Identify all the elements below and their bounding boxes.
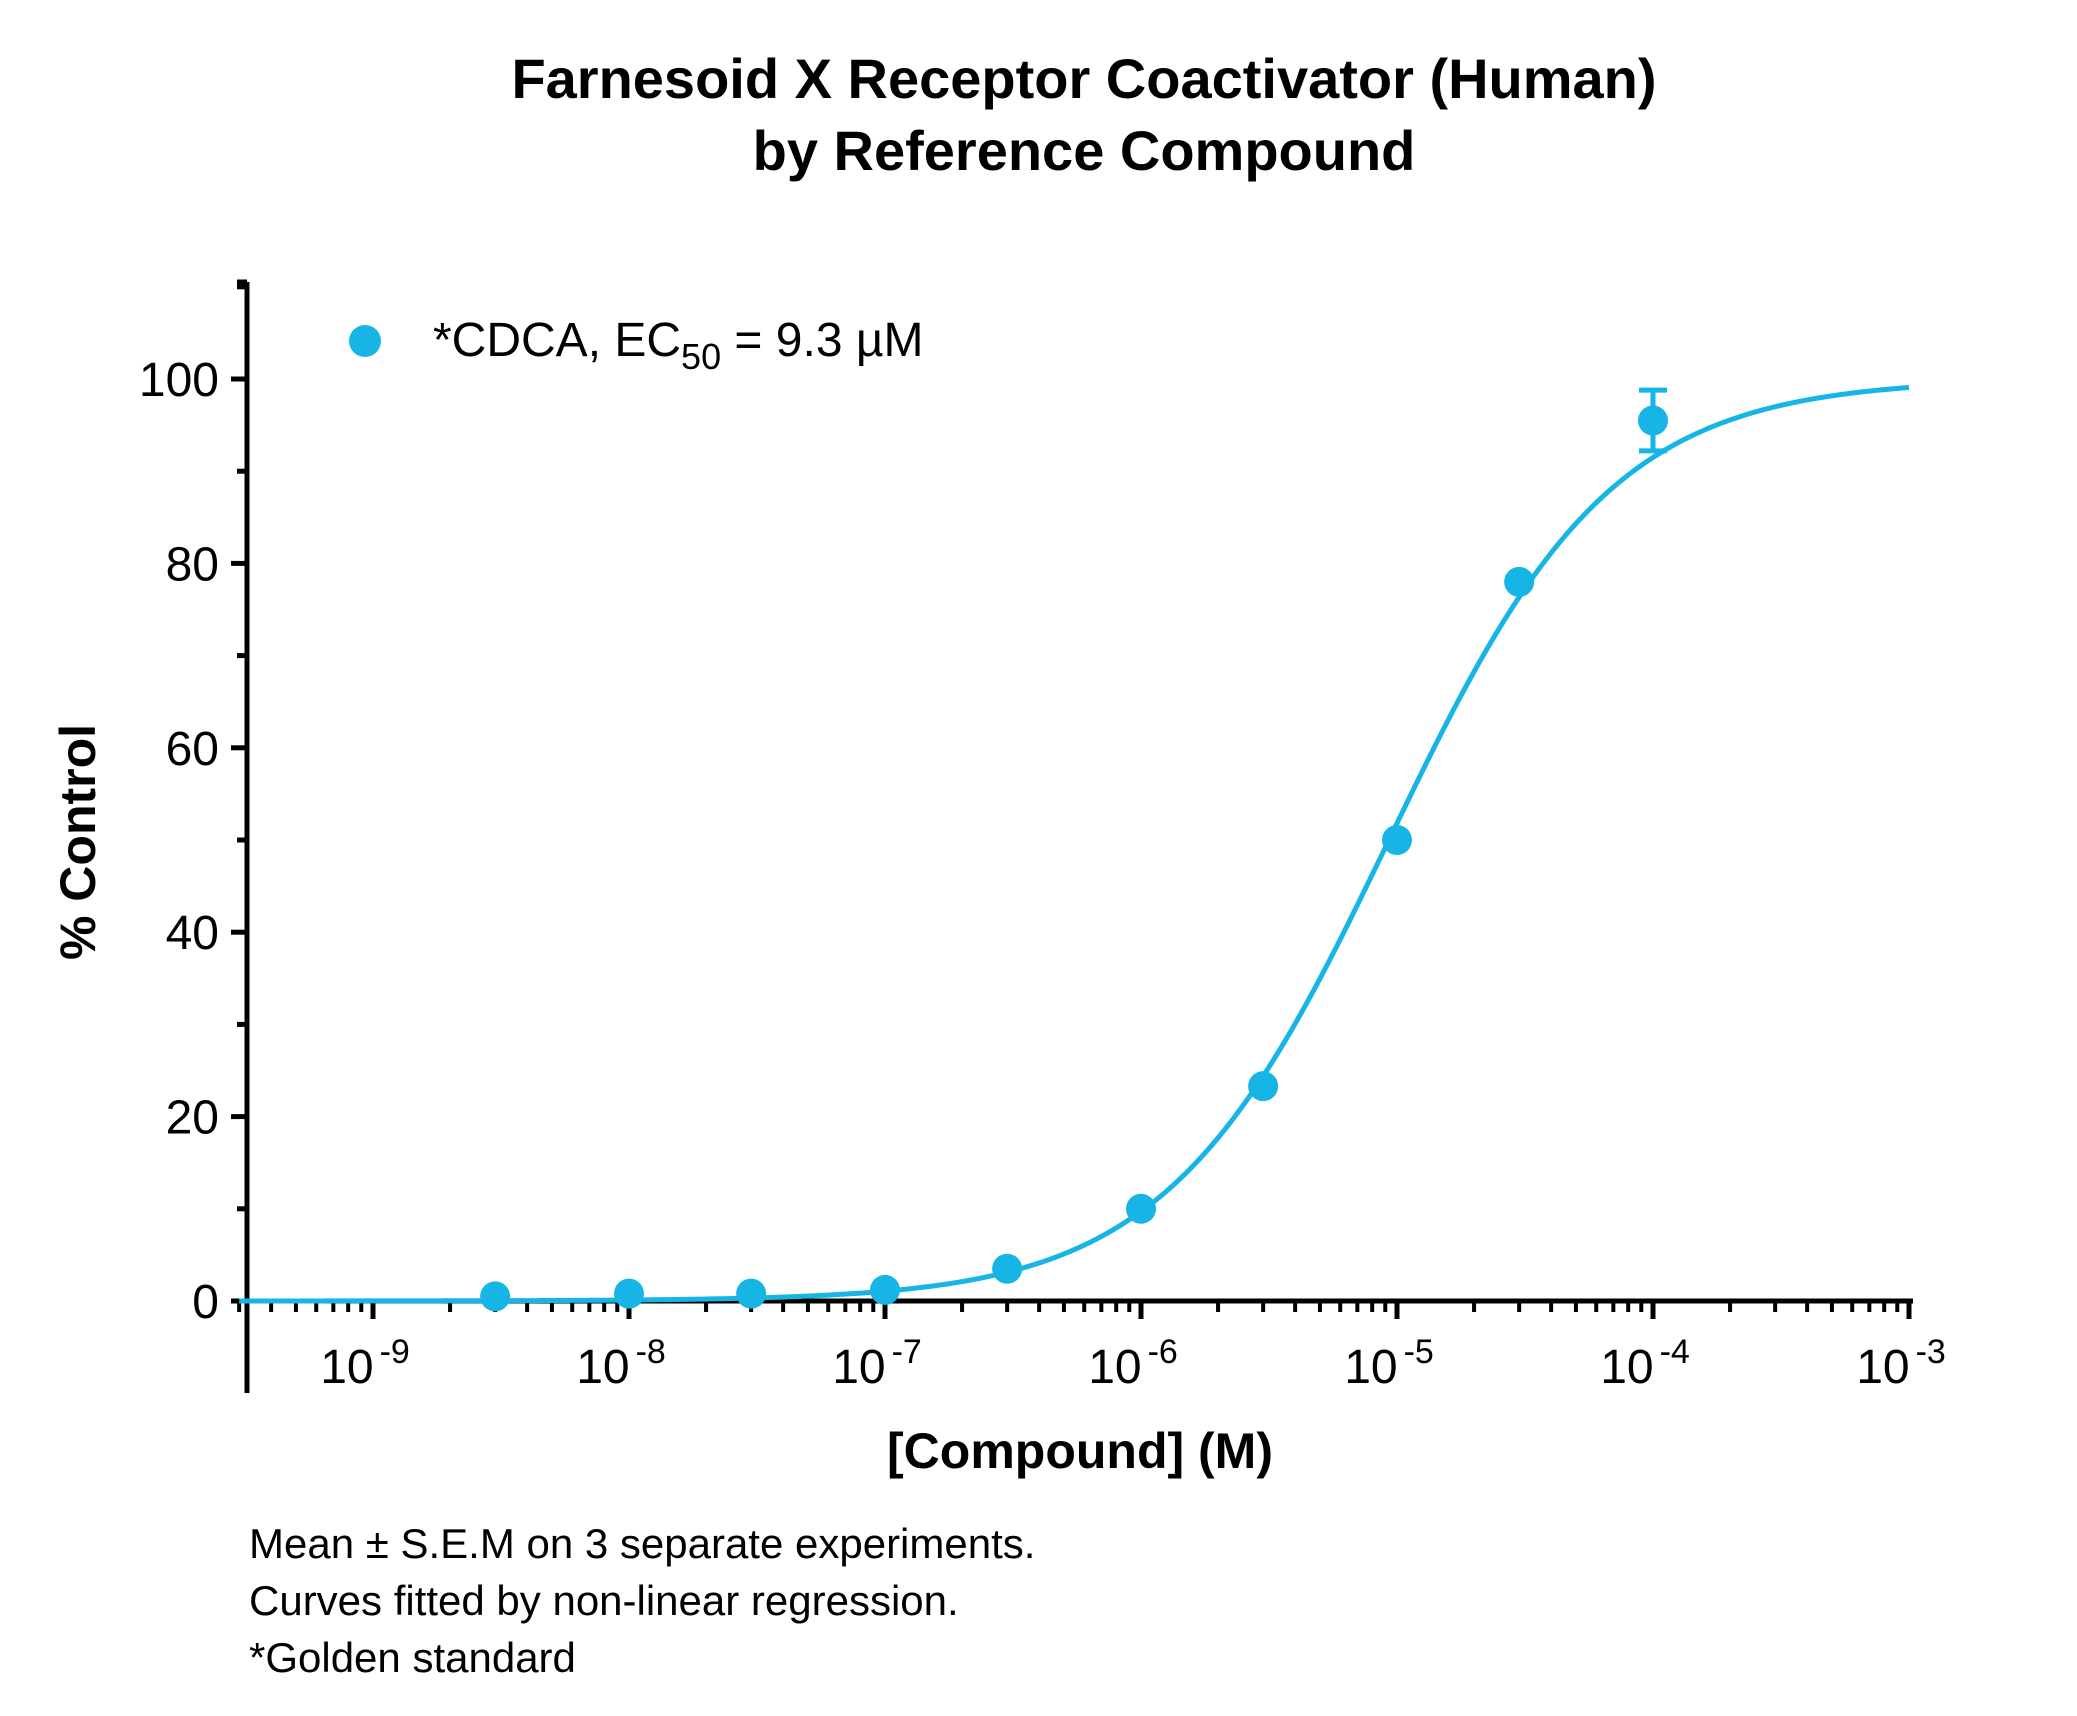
data-point: [1504, 566, 1535, 597]
note-line-3: *Golden standard: [249, 1634, 576, 1681]
legend-label: *CDCA, EC50 = 9.3 µM: [433, 314, 924, 377]
plot-area: [239, 385, 1910, 1312]
legend-marker: [349, 325, 381, 357]
x-tick-label: 10 -5: [1344, 1333, 1434, 1394]
data-point: [1382, 825, 1412, 855]
y-tick-label: 60: [166, 723, 219, 776]
x-ticks: 10 -9 10 -8 10 -7 10 -6 10 -5 10 -4 10 -3: [237, 1301, 1946, 1394]
x-tick-label: 10 -7: [832, 1333, 922, 1394]
data-point: [1126, 1193, 1156, 1224]
x-axis: 10 -9 10 -8 10 -7 10 -6 10 -5 10 -4 10 -3: [237, 1298, 1946, 1394]
y-tick-label: 100: [139, 354, 219, 407]
x-tick-label: 10 -9: [320, 1333, 410, 1394]
y-axis-title: % Control: [50, 724, 106, 960]
x-tick-label: 10 -6: [1088, 1333, 1178, 1394]
x-tick-label: 10 -8: [576, 1333, 666, 1394]
data-point: [992, 1253, 1023, 1284]
data-point: [614, 1278, 644, 1309]
data-point: [480, 1281, 511, 1312]
data-point: [870, 1274, 900, 1305]
y-ticks: 0 20 40 60 80 100: [139, 279, 247, 1329]
y-tick-label: 40: [166, 907, 219, 960]
x-tick-label: 10 -3: [1856, 1333, 1946, 1394]
data-point: [1638, 405, 1668, 436]
data-point: [1248, 1071, 1279, 1102]
y-axis: 0 20 40 60 80 100: [139, 279, 250, 1393]
chart-title-line-1: Farnesoid X Receptor Coactivator (Human): [511, 47, 1656, 110]
note-line-2: Curves fitted by non-linear regression.: [249, 1577, 959, 1624]
note-line-1: Mean ± S.E.M on 3 separate experiments.: [249, 1520, 1035, 1567]
y-tick-label: 80: [166, 538, 219, 591]
fit-curve: [239, 385, 1910, 1304]
x-tick-label: 10 -4: [1600, 1333, 1690, 1394]
y-tick-label: 20: [166, 1092, 219, 1145]
data-point: [736, 1278, 767, 1309]
y-tick-label: 0: [192, 1276, 219, 1329]
x-axis-title: [Compound] (M): [887, 1423, 1273, 1479]
legend: *CDCA, EC50 = 9.3 µM: [349, 314, 924, 377]
chart-title-line-2: by Reference Compound: [753, 119, 1416, 182]
